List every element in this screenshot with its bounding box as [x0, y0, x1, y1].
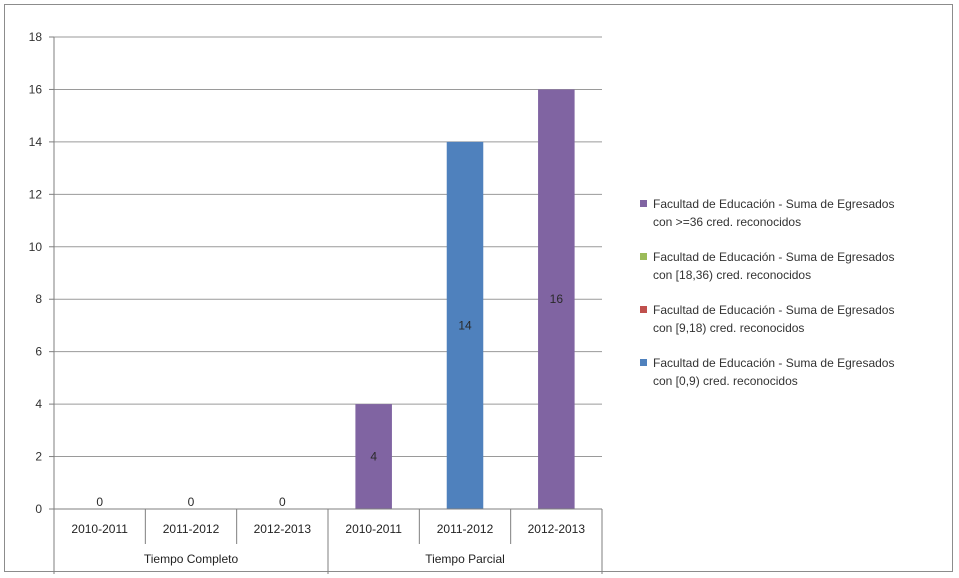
y-tick-label: 0: [35, 502, 42, 516]
legend: Facultad de Educación - Suma de Egresado…: [640, 195, 945, 407]
y-tick-label: 8: [35, 292, 42, 306]
y-tick-label: 10: [29, 240, 43, 254]
y-tick-label: 2: [35, 450, 42, 464]
legend-text: Facultad de Educación - Suma de Egresado…: [653, 356, 895, 388]
group-label: Tiempo Parcial: [425, 552, 505, 566]
y-tick-label: 16: [29, 82, 43, 96]
category-label: 2012-2013: [528, 522, 586, 536]
category-label: 2012-2013: [254, 522, 312, 536]
legend-swatch: [640, 359, 647, 366]
axes: [49, 36, 603, 574]
category-label: 2011-2012: [437, 522, 494, 536]
data-label: 4: [370, 450, 377, 464]
category-label: 2010-2011: [71, 522, 128, 536]
labels: 0 2 4 6 8 10 12 14 16 18 2010-2011 2011-2012 2012-20…: [29, 30, 586, 566]
group-label: Tiempo Completo: [144, 552, 239, 566]
data-label: 0: [279, 495, 286, 509]
y-tick-label: 6: [35, 345, 42, 359]
legend-text: Facultad de Educación - Suma de Egresado…: [653, 250, 895, 282]
category-label: 2010-2011: [345, 522, 402, 536]
bar: [355, 404, 392, 509]
data-label: 0: [188, 495, 195, 509]
y-tick-label: 12: [29, 187, 43, 201]
gridlines: [54, 36, 602, 458]
legend-text: Facultad de Educación - Suma de Egresado…: [653, 303, 895, 335]
bars: [81, 89, 575, 510]
y-tick-label: 18: [29, 30, 43, 44]
y-tick-label: 4: [35, 397, 42, 411]
data-label: 0: [96, 495, 103, 509]
legend-item: Facultad de Educación - Suma de Egresado…: [640, 248, 945, 284]
legend-item: Facultad de Educación - Suma de Egresado…: [640, 354, 945, 390]
legend-item: Facultad de Educación - Suma de Egresado…: [640, 195, 945, 231]
category-label: 2011-2012: [163, 522, 220, 536]
data-label: 14: [458, 318, 472, 332]
bar: [538, 89, 575, 509]
legend-swatch: [640, 253, 647, 260]
bar: [446, 141, 484, 509]
y-tick-label: 14: [29, 135, 43, 149]
legend-item: Facultad de Educación - Suma de Egresado…: [640, 301, 945, 337]
legend-text: Facultad de Educación - Suma de Egresado…: [653, 197, 895, 229]
legend-swatch: [640, 200, 647, 207]
data-label: 16: [550, 292, 564, 306]
legend-swatch: [640, 306, 647, 313]
